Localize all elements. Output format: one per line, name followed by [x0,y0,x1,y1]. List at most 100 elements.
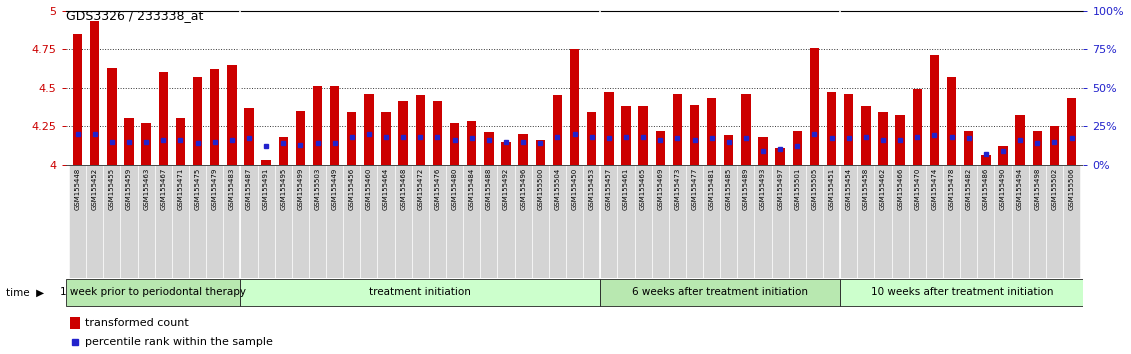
Bar [707,98,716,165]
Bar [244,108,253,165]
Bar [861,106,871,165]
Bar [810,47,819,165]
Bar [690,104,699,165]
Bar [999,146,1008,165]
Text: GSM155486: GSM155486 [983,168,988,210]
Bar [806,165,823,278]
Text: transformed count: transformed count [85,318,189,328]
Bar [827,92,836,165]
Text: GSM155494: GSM155494 [1017,168,1024,210]
Bar [532,165,549,278]
Bar [330,86,339,165]
Bar [793,131,802,165]
Bar [120,165,138,278]
Text: GSM155470: GSM155470 [914,168,921,210]
Text: GSM155468: GSM155468 [400,168,406,210]
Text: GSM155498: GSM155498 [1034,168,1041,210]
Bar [258,165,275,278]
Text: GSM155465: GSM155465 [640,168,646,210]
Bar [347,112,356,165]
Bar [651,165,668,278]
Bar [553,95,562,165]
Text: GSM155451: GSM155451 [829,168,835,210]
Bar [977,165,994,278]
Text: GSM155456: GSM155456 [348,168,355,210]
Bar [295,111,305,165]
Bar [926,165,943,278]
Bar [673,94,682,165]
Bar [210,69,219,165]
Bar [206,165,223,278]
Text: GSM155469: GSM155469 [657,168,663,210]
Text: GDS3326 / 233338_at: GDS3326 / 233338_at [66,9,202,22]
Bar [155,165,172,278]
Text: GSM155453: GSM155453 [588,168,595,210]
Bar [584,165,601,278]
Bar [223,165,241,278]
Bar [634,165,651,278]
Bar [656,131,665,165]
Text: GSM155471: GSM155471 [178,168,183,210]
Bar [776,148,785,165]
Bar [913,89,922,165]
Bar [86,165,103,278]
Text: GSM155461: GSM155461 [623,168,629,210]
Text: GSM155467: GSM155467 [161,168,166,210]
Bar [891,165,908,278]
Bar [1046,165,1063,278]
Text: GSM155473: GSM155473 [674,168,681,210]
Bar [1033,131,1042,165]
Bar [498,165,515,278]
Bar [398,102,408,165]
Text: GSM155492: GSM155492 [503,168,509,210]
Bar [840,165,857,278]
Text: GSM155485: GSM155485 [726,168,732,210]
Text: treatment initiation: treatment initiation [370,287,472,297]
Bar [758,137,768,165]
Bar [737,165,754,278]
Bar [395,165,412,278]
Bar [412,165,429,278]
Text: GSM155500: GSM155500 [537,168,543,210]
Bar [1067,98,1077,165]
Text: GSM155464: GSM155464 [383,168,389,210]
Bar [930,55,939,165]
Bar [158,72,169,165]
Bar [771,165,788,278]
Bar [720,165,737,278]
Bar [1029,165,1046,278]
Text: GSM155489: GSM155489 [743,168,749,210]
Text: GSM155482: GSM155482 [966,168,972,210]
Bar [515,165,532,278]
Text: GSM155505: GSM155505 [811,168,818,210]
Bar [857,165,874,278]
Text: GSM155466: GSM155466 [897,168,904,210]
Bar [587,112,596,165]
Bar [361,165,378,278]
Bar [549,165,566,278]
Text: GSM155479: GSM155479 [211,168,217,210]
Text: GSM155457: GSM155457 [606,168,612,210]
Bar [124,119,133,165]
Text: GSM155460: GSM155460 [366,168,372,210]
Bar [1063,165,1080,278]
Bar [415,95,425,165]
Text: GSM155462: GSM155462 [880,168,886,210]
Text: GSM155501: GSM155501 [794,168,801,210]
Bar [823,165,840,278]
Bar [309,165,326,278]
Text: GSM155476: GSM155476 [434,168,440,210]
Bar [467,121,476,165]
Bar [638,106,648,165]
Text: GSM155506: GSM155506 [1069,168,1074,210]
Bar [1011,165,1029,278]
Bar [189,165,206,278]
Bar [668,165,685,278]
Text: GSM155483: GSM155483 [228,168,235,210]
Bar [429,165,446,278]
FancyBboxPatch shape [601,279,840,307]
FancyBboxPatch shape [66,279,241,307]
FancyBboxPatch shape [840,279,1083,307]
Text: GSM155487: GSM155487 [245,168,252,210]
Text: 1 week prior to periodontal therapy: 1 week prior to periodontal therapy [60,287,247,297]
